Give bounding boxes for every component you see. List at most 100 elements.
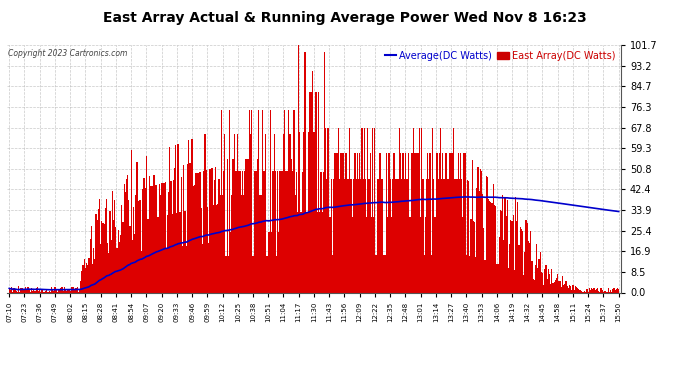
Bar bbox=[476, 189, 477, 292]
Bar bbox=[563, 285, 564, 292]
Bar bbox=[481, 171, 482, 292]
Bar bbox=[9, 288, 10, 292]
Bar bbox=[169, 147, 170, 292]
Bar bbox=[557, 274, 558, 292]
Bar bbox=[506, 200, 508, 292]
Bar bbox=[390, 178, 391, 292]
Bar bbox=[515, 196, 516, 292]
Bar bbox=[152, 175, 154, 292]
Bar bbox=[503, 240, 504, 292]
Bar bbox=[604, 291, 605, 292]
Bar bbox=[589, 288, 590, 292]
Bar bbox=[170, 180, 172, 292]
Bar bbox=[531, 261, 533, 292]
Bar bbox=[447, 178, 448, 292]
Bar bbox=[454, 178, 455, 292]
Bar bbox=[293, 110, 295, 292]
Bar bbox=[310, 92, 311, 292]
Bar bbox=[359, 153, 360, 292]
Bar bbox=[446, 153, 447, 292]
Bar bbox=[142, 189, 144, 292]
Bar bbox=[435, 217, 436, 292]
Bar bbox=[409, 217, 411, 292]
Bar bbox=[141, 251, 142, 292]
Bar bbox=[80, 280, 81, 292]
Bar bbox=[549, 274, 550, 292]
Bar bbox=[320, 172, 322, 292]
Bar bbox=[340, 153, 342, 292]
Bar bbox=[222, 195, 223, 292]
Bar bbox=[282, 171, 283, 292]
Bar bbox=[210, 169, 211, 292]
Bar bbox=[291, 159, 293, 292]
Bar bbox=[362, 178, 364, 292]
Bar bbox=[425, 217, 426, 292]
Bar bbox=[125, 192, 126, 292]
Bar bbox=[602, 290, 603, 292]
Bar bbox=[597, 288, 598, 292]
Bar bbox=[397, 178, 399, 292]
Bar bbox=[335, 153, 337, 292]
Bar bbox=[576, 287, 577, 292]
Bar bbox=[590, 290, 591, 292]
Bar bbox=[61, 287, 63, 292]
Bar bbox=[483, 228, 484, 292]
Bar bbox=[399, 128, 400, 292]
Bar bbox=[104, 225, 105, 292]
Bar bbox=[114, 200, 115, 292]
Bar bbox=[118, 230, 119, 292]
Bar bbox=[556, 278, 557, 292]
Bar bbox=[242, 171, 243, 292]
Bar bbox=[51, 287, 52, 292]
Bar bbox=[553, 282, 555, 292]
Bar bbox=[263, 171, 264, 292]
Bar bbox=[101, 221, 102, 292]
Bar bbox=[190, 163, 192, 292]
Bar bbox=[405, 153, 406, 292]
Bar bbox=[79, 290, 80, 292]
Bar bbox=[586, 288, 588, 292]
Bar bbox=[127, 175, 128, 292]
Bar bbox=[352, 217, 353, 292]
Bar bbox=[533, 280, 535, 292]
Text: East Array Actual & Running Average Power Wed Nov 8 16:23: East Array Actual & Running Average Powe… bbox=[103, 11, 587, 25]
Bar bbox=[380, 153, 382, 292]
Bar bbox=[598, 291, 600, 292]
Bar bbox=[432, 128, 433, 292]
Bar bbox=[499, 237, 500, 292]
Bar bbox=[261, 195, 262, 292]
Bar bbox=[343, 153, 344, 292]
Bar bbox=[400, 153, 402, 292]
Bar bbox=[315, 92, 316, 292]
Bar bbox=[283, 134, 284, 292]
Bar bbox=[119, 242, 120, 292]
Bar bbox=[179, 212, 180, 292]
Bar bbox=[217, 204, 219, 292]
Legend: Average(DC Watts), East Array(DC Watts): Average(DC Watts), East Array(DC Watts) bbox=[381, 47, 619, 65]
Bar bbox=[323, 172, 324, 292]
Bar bbox=[426, 178, 427, 292]
Bar bbox=[338, 128, 339, 292]
Bar bbox=[66, 291, 67, 292]
Bar bbox=[434, 217, 435, 292]
Bar bbox=[578, 289, 580, 292]
Bar bbox=[192, 139, 193, 292]
Bar bbox=[150, 186, 152, 292]
Bar bbox=[540, 252, 541, 292]
Bar bbox=[570, 286, 571, 292]
Bar bbox=[70, 291, 71, 292]
Bar bbox=[26, 290, 28, 292]
Bar bbox=[491, 203, 493, 292]
Bar bbox=[459, 178, 460, 292]
Bar bbox=[67, 289, 68, 292]
Bar bbox=[411, 153, 412, 292]
Bar bbox=[575, 286, 576, 292]
Bar bbox=[496, 264, 497, 292]
Bar bbox=[568, 288, 569, 292]
Bar bbox=[337, 153, 338, 292]
Bar bbox=[613, 288, 615, 292]
Bar bbox=[565, 280, 566, 292]
Bar bbox=[538, 259, 540, 292]
Bar bbox=[521, 229, 522, 292]
Bar bbox=[516, 221, 518, 292]
